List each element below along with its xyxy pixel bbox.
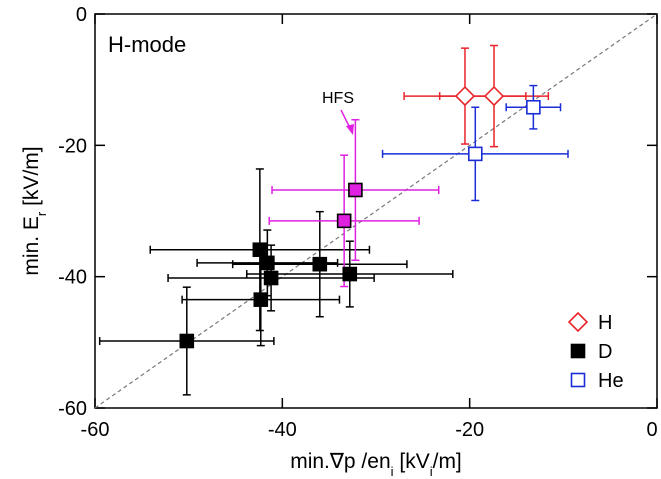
point [483,85,505,107]
legend-marker [567,311,589,333]
x-tick-label: -20 [455,419,484,441]
point [252,242,268,258]
annotation-arrow [340,109,354,135]
y-axis-label-part: [kV/m] [20,146,43,211]
x-tick-label: -60 [81,419,110,441]
x-axis-label-part: i [430,464,433,479]
x-tick-label: 0 [646,419,657,441]
point [348,182,363,198]
point [467,146,483,162]
y-tick-label: -40 [58,267,87,289]
point [179,333,195,349]
point [454,85,476,107]
point [260,255,275,271]
point [526,99,541,115]
legend-marker [570,343,586,359]
legend-label: He [598,370,624,392]
point [253,292,269,307]
y-tick-label: 0 [76,4,87,26]
chart-title: H-mode [108,32,186,57]
point [263,270,279,286]
x-axis-label-part: i [391,464,394,479]
point [336,213,352,229]
x-tick-label: -40 [268,419,297,441]
point [312,256,328,272]
y-tick-label: -20 [58,135,87,157]
point [342,266,358,282]
x-axis-label-part: /m] [433,450,462,473]
y-axis-label-part: r [34,211,49,216]
legend-marker [570,372,586,388]
plot-frame [94,13,658,409]
y-axis-label-part: min. E [20,216,43,276]
annotation: HFS [322,90,354,107]
x-axis-label-part: [kV [394,450,430,473]
arrow-head [346,124,354,135]
y-axis-label: min. Er [kV/m] [20,146,49,275]
x-axis-label-part: min.∇p /en [290,450,390,473]
legend-label: D [598,341,612,363]
y-tick-label: -60 [58,398,87,420]
x-axis-label: min.∇p /eni [kVi/m] [290,450,462,479]
legend-label: H [598,312,612,334]
